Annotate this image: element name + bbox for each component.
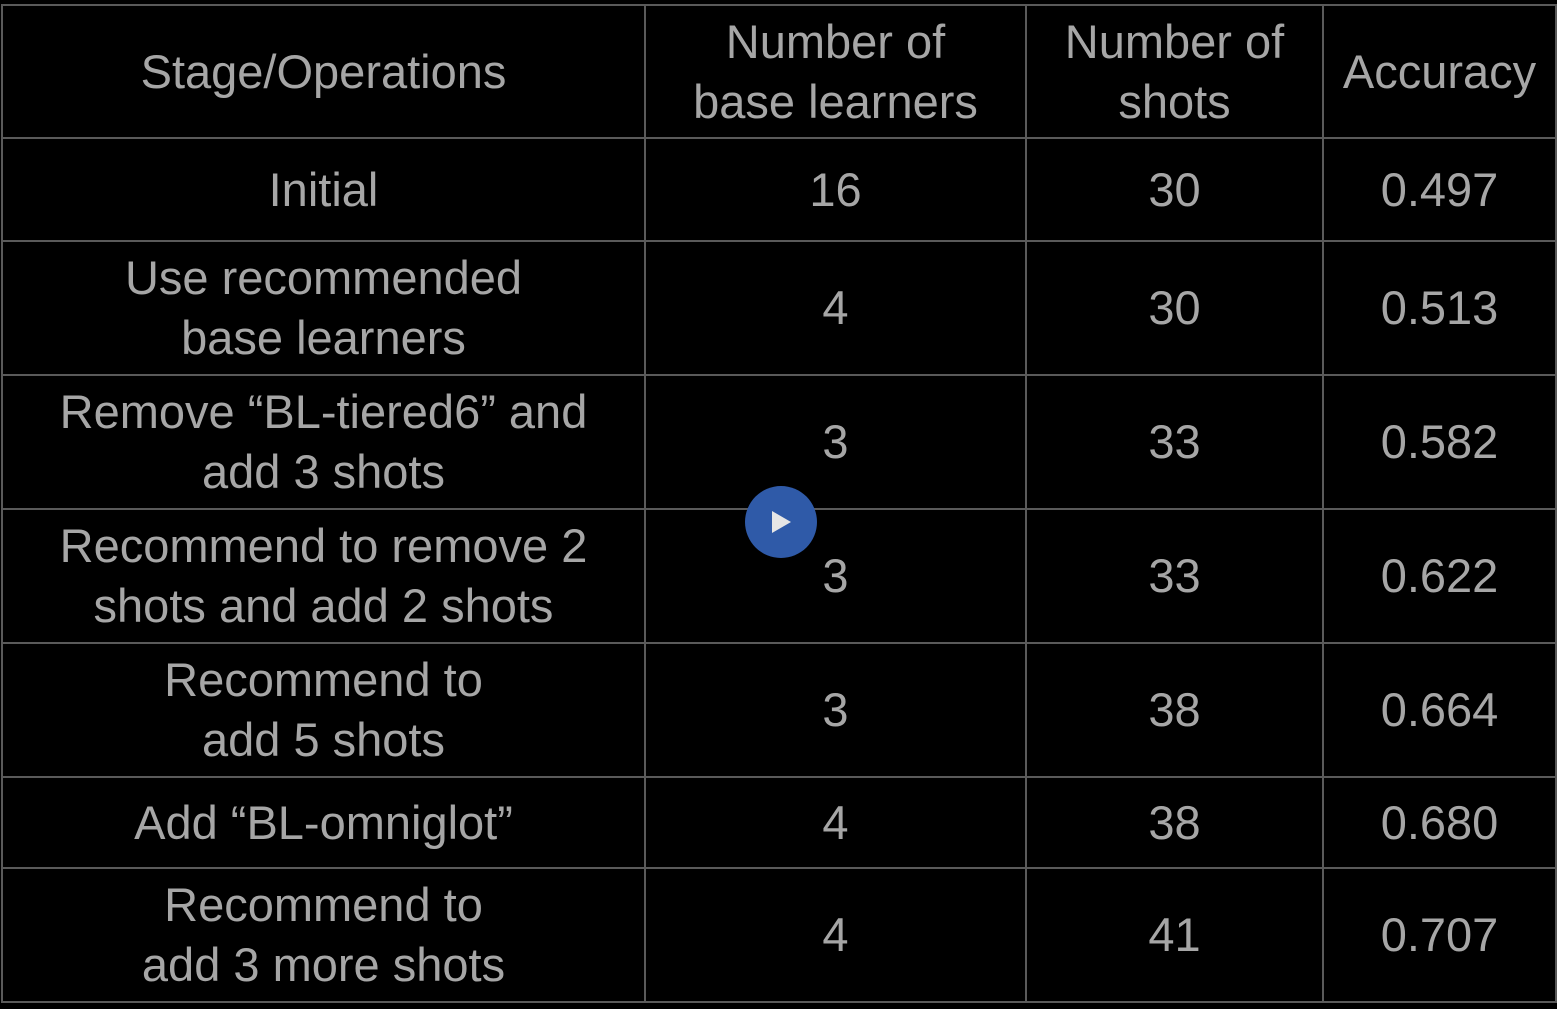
cell-shots: 41 bbox=[1025, 867, 1324, 1003]
table-row: Recommend to remove 2 shots and add 2 sh… bbox=[1, 508, 1557, 644]
cell-accuracy: 0.582 bbox=[1322, 374, 1557, 510]
cell-base-learners: 4 bbox=[644, 776, 1027, 869]
table-row: Add “BL-omniglot” 4 38 0.680 bbox=[1, 776, 1557, 869]
cell-shots: 33 bbox=[1025, 508, 1324, 644]
cell-base-learners: 4 bbox=[644, 867, 1027, 1003]
cell-shots: 38 bbox=[1025, 776, 1324, 869]
cell-shots: 30 bbox=[1025, 240, 1324, 376]
cell-accuracy: 0.622 bbox=[1322, 508, 1557, 644]
play-button[interactable] bbox=[745, 486, 817, 558]
cell-accuracy: 0.707 bbox=[1322, 867, 1557, 1003]
header-number-of-shots: Number of shots bbox=[1025, 4, 1324, 139]
cell-base-learners: 4 bbox=[644, 240, 1027, 376]
cell-stage: Remove “BL-tiered6” and add 3 shots bbox=[1, 374, 646, 510]
table-row: Recommend to add 5 shots 3 38 0.664 bbox=[1, 642, 1557, 778]
cell-accuracy: 0.513 bbox=[1322, 240, 1557, 376]
header-number-of-base-learners: Number of base learners bbox=[644, 4, 1027, 139]
cell-shots: 33 bbox=[1025, 374, 1324, 510]
cell-shots: 30 bbox=[1025, 137, 1324, 242]
play-icon bbox=[772, 511, 791, 533]
cell-base-learners: 3 bbox=[644, 508, 1027, 644]
table-row: Initial 16 30 0.497 bbox=[1, 137, 1557, 242]
table-header-row: Stage/Operations Number of base learners… bbox=[1, 4, 1557, 139]
cell-stage: Initial bbox=[1, 137, 646, 242]
cell-base-learners: 3 bbox=[644, 374, 1027, 510]
cell-base-learners: 16 bbox=[644, 137, 1027, 242]
results-table: Stage/Operations Number of base learners… bbox=[1, 4, 1557, 1003]
cell-accuracy: 0.497 bbox=[1322, 137, 1557, 242]
cell-accuracy: 0.664 bbox=[1322, 642, 1557, 778]
cell-accuracy: 0.680 bbox=[1322, 776, 1557, 869]
table-row: Recommend to add 3 more shots 4 41 0.707 bbox=[1, 867, 1557, 1003]
header-accuracy: Accuracy bbox=[1322, 4, 1557, 139]
cell-base-learners: 3 bbox=[644, 642, 1027, 778]
cell-stage: Recommend to add 3 more shots bbox=[1, 867, 646, 1003]
table-row: Remove “BL-tiered6” and add 3 shots 3 33… bbox=[1, 374, 1557, 510]
cell-shots: 38 bbox=[1025, 642, 1324, 778]
cell-stage: Recommend to remove 2 shots and add 2 sh… bbox=[1, 508, 646, 644]
cell-stage: Use recommended base learners bbox=[1, 240, 646, 376]
cell-stage: Add “BL-omniglot” bbox=[1, 776, 646, 869]
table-row: Use recommended base learners 4 30 0.513 bbox=[1, 240, 1557, 376]
cell-stage: Recommend to add 5 shots bbox=[1, 642, 646, 778]
header-stage-operations: Stage/Operations bbox=[1, 4, 646, 139]
